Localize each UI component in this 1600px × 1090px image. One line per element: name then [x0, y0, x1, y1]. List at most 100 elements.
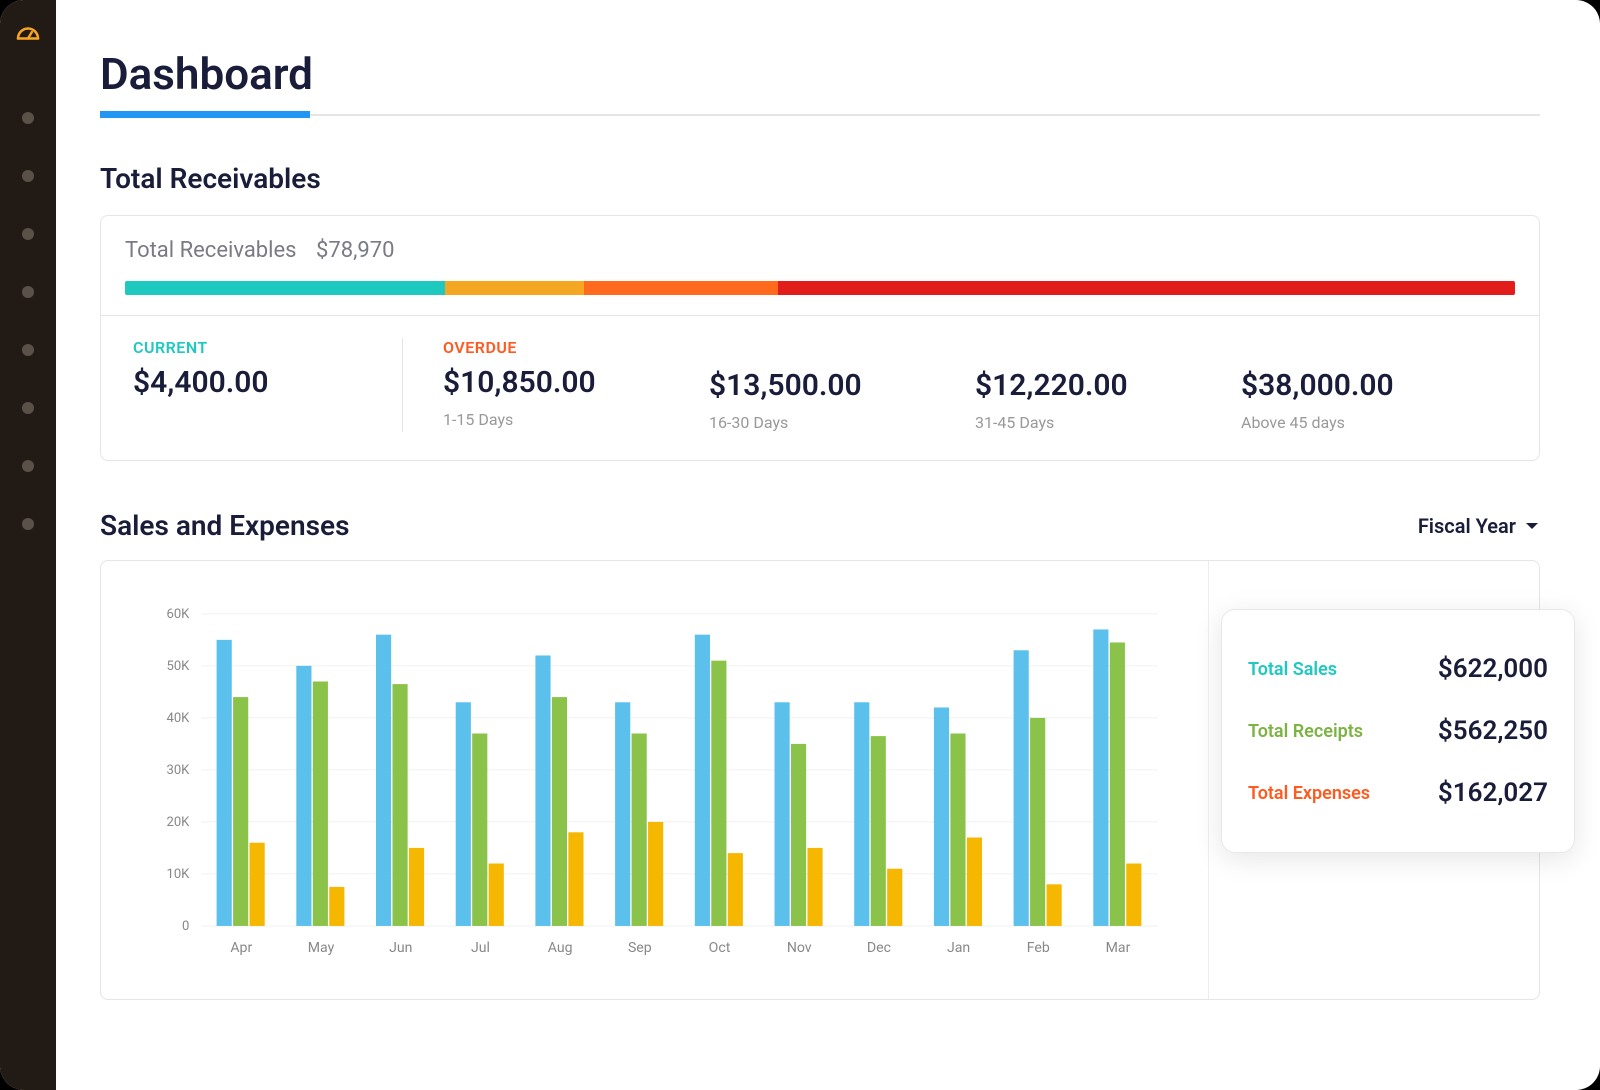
svg-text:0: 0 — [182, 919, 189, 934]
summary-card: Total Sales $622,000 Total Receipts $562,25… — [1221, 609, 1575, 853]
bar-sales-Jan — [934, 707, 949, 925]
overdue-label: OVERDUE — [443, 338, 709, 357]
bar-receipts-Jan — [950, 733, 965, 925]
svg-text:30K: 30K — [166, 763, 190, 778]
app-frame: Dashboard Total Receivables Total Receiv… — [0, 0, 1600, 1090]
bar-expenses-Jan — [967, 838, 982, 926]
bar-sales-Feb — [1014, 650, 1029, 926]
sales-bar-chart: 010K20K30K40K50K60KAprMayJunJulAugSepOct… — [131, 591, 1178, 979]
receivables-overdue-col-3: $38,000.00 Above 45 days — [1241, 338, 1507, 432]
bar-sales-Jun — [376, 635, 391, 926]
sidebar-item-2[interactable] — [22, 228, 34, 240]
bar-receipts-Feb — [1030, 718, 1045, 926]
bar-sales-Mar — [1093, 629, 1108, 925]
sidebar-item-3[interactable] — [22, 286, 34, 298]
overdue-value-0: $10,850.00 — [443, 365, 709, 400]
current-value: $4,400.00 — [133, 365, 382, 400]
svg-text:40K: 40K — [166, 711, 190, 726]
bar-sales-Sep — [615, 702, 630, 926]
bar-receipts-Jul — [472, 733, 487, 925]
bar-sales-Nov — [775, 702, 790, 926]
svg-text:Jun: Jun — [389, 940, 412, 956]
bar-receipts-Dec — [871, 736, 886, 926]
svg-text:Oct: Oct — [709, 940, 731, 956]
sidebar-item-0[interactable] — [22, 112, 34, 124]
overdue-value-3: $38,000.00 — [1241, 368, 1507, 403]
overdue-value-1: $13,500.00 — [709, 368, 975, 403]
bar-expenses-Oct — [728, 853, 743, 926]
receivables-header-label: Total Receivables — [125, 238, 297, 263]
sidebar-item-4[interactable] — [22, 344, 34, 356]
sales-section-title: Sales and Expenses — [100, 509, 350, 542]
bar-receipts-Jun — [392, 684, 407, 926]
receivables-segment-1 — [445, 281, 584, 295]
bar-receipts-May — [313, 681, 328, 925]
main-content: Dashboard Total Receivables Total Receiv… — [56, 0, 1600, 1090]
bar-receipts-Nov — [791, 744, 806, 926]
receivables-header-amount: $78,970 — [316, 238, 395, 263]
bar-receipts-Oct — [711, 661, 726, 926]
bar-receipts-Apr — [233, 697, 248, 926]
bar-receipts-Aug — [552, 697, 567, 926]
bar-expenses-Jul — [489, 864, 504, 926]
overdue-sub-2: 31-45 Days — [975, 413, 1241, 432]
sidebar-item-5[interactable] — [22, 402, 34, 414]
receivables-overdue-col-1: $13,500.00 16-30 Days — [709, 338, 975, 432]
svg-text:Jan: Jan — [947, 940, 970, 956]
svg-text:20K: 20K — [166, 815, 190, 830]
svg-text:May: May — [308, 940, 335, 956]
svg-text:60K: 60K — [166, 607, 190, 622]
sidebar-item-7[interactable] — [22, 518, 34, 530]
svg-text:50K: 50K — [166, 659, 190, 674]
summary-label-1: Total Receipts — [1248, 721, 1363, 742]
summary-label-2: Total Expenses — [1248, 783, 1370, 804]
receivables-card: Total Receivables $78,970 CURRENT $4,400… — [100, 215, 1540, 461]
bar-expenses-Apr — [250, 843, 265, 926]
svg-text:Mar: Mar — [1106, 940, 1131, 956]
summary-value-0: $622,000 — [1438, 654, 1548, 684]
sidebar — [0, 0, 56, 1090]
title-underline — [100, 114, 1540, 116]
overdue-sub-1: 16-30 Days — [709, 413, 975, 432]
bar-sales-Dec — [854, 702, 869, 926]
summary-value-1: $562,250 — [1438, 716, 1548, 746]
receivables-top: Total Receivables $78,970 — [101, 216, 1539, 316]
receivables-current-col: CURRENT $4,400.00 — [133, 338, 403, 432]
sidebar-item-1[interactable] — [22, 170, 34, 182]
sales-section-header: Sales and Expenses Fiscal Year — [100, 509, 1540, 542]
bar-expenses-Nov — [807, 848, 822, 926]
svg-text:10K: 10K — [166, 867, 190, 882]
bar-expenses-May — [329, 887, 344, 926]
summary-panel: Total Sales$622,000Total Receipts$562,25… — [1209, 561, 1539, 999]
bar-sales-Apr — [217, 640, 232, 926]
bar-expenses-Dec — [887, 869, 902, 926]
sidebar-item-dashboard[interactable] — [12, 20, 44, 52]
bar-expenses-Sep — [648, 822, 663, 926]
bar-expenses-Jun — [409, 848, 424, 926]
bar-sales-Jul — [456, 702, 471, 926]
bar-sales-Aug — [535, 655, 550, 925]
receivables-overdue-col-2: $12,220.00 31-45 Days — [975, 338, 1241, 432]
receivables-segment-3 — [778, 281, 1515, 295]
receivables-header: Total Receivables $78,970 — [125, 238, 1515, 263]
page-title: Dashboard — [100, 48, 1540, 100]
fiscal-year-select[interactable]: Fiscal Year — [1418, 514, 1540, 538]
current-label: CURRENT — [133, 338, 382, 357]
receivables-segment-0 — [125, 281, 445, 295]
bar-sales-Oct — [695, 635, 710, 926]
svg-text:Nov: Nov — [787, 940, 812, 956]
chevron-down-icon — [1524, 520, 1540, 532]
receivables-progress-bar — [125, 281, 1515, 295]
summary-row-0: Total Sales $622,000 — [1248, 638, 1548, 700]
svg-text:Apr: Apr — [230, 940, 252, 956]
receivables-overdue-col-0: OVERDUE $10,850.00 1-15 Days — [403, 338, 709, 432]
svg-text:Feb: Feb — [1027, 940, 1050, 956]
sidebar-item-6[interactable] — [22, 460, 34, 472]
summary-label-0: Total Sales — [1248, 659, 1337, 680]
chart-area: 010K20K30K40K50K60KAprMayJunJulAugSepOct… — [101, 561, 1209, 999]
overdue-sub-0: 1-15 Days — [443, 410, 709, 429]
overdue-value-2: $12,220.00 — [975, 368, 1241, 403]
bar-expenses-Aug — [568, 832, 583, 926]
svg-text:Sep: Sep — [628, 940, 652, 956]
bar-expenses-Mar — [1126, 864, 1141, 926]
